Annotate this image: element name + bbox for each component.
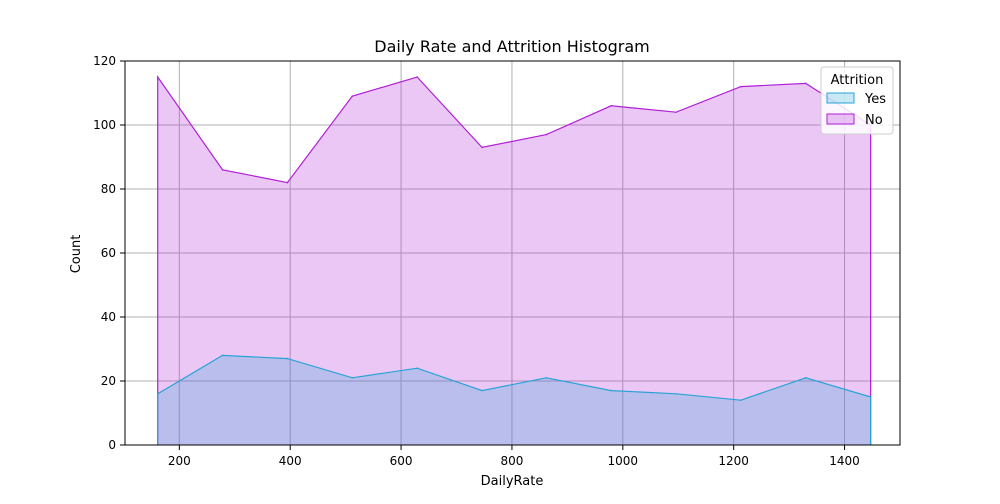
x-tick-label: 600 (390, 454, 413, 468)
legend-title: Attrition (831, 73, 884, 88)
legend-label-yes: Yes (864, 92, 886, 107)
data-point-no (286, 181, 289, 184)
y-tick-label: 60 (101, 246, 116, 260)
legend-swatch-no (826, 113, 855, 125)
data-point-yes (156, 393, 159, 395)
data-point-yes (610, 389, 612, 392)
legend-swatch-yes (826, 92, 855, 104)
data-point-yes (221, 354, 224, 357)
x-tick-label: 1200 (718, 454, 749, 468)
x-tick-label: 1400 (829, 454, 860, 468)
chart-title: Daily Rate and Attrition Histogram (374, 37, 650, 56)
data-point-no (804, 82, 807, 85)
legend: Attrition Yes No (820, 66, 894, 135)
data-point-no (740, 85, 742, 88)
x-axis-label: DailyRate (481, 474, 544, 489)
data-point-no (156, 76, 159, 78)
data-point-no (351, 95, 354, 97)
data-point-yes (286, 357, 289, 360)
data-point-yes (481, 389, 483, 392)
y-tick-label: 0 (108, 438, 116, 452)
data-point-no (545, 133, 548, 136)
y-tick-label: 20 (101, 374, 116, 388)
y-tick-label: 100 (93, 118, 116, 132)
x-tick-label: 200 (168, 454, 191, 468)
area-fill-yes (157, 355, 871, 445)
y-axis-label: Count (69, 235, 84, 274)
x-tick-label: 800 (500, 454, 523, 468)
data-point-yes (869, 396, 872, 398)
y-tick-label: 120 (93, 54, 116, 68)
data-point-yes (545, 377, 548, 379)
data-point-no (610, 105, 612, 107)
area-line-no (157, 75, 872, 445)
data-point-no (221, 169, 224, 171)
y-tick-label: 40 (101, 310, 116, 324)
area-line-yes (157, 354, 872, 445)
area-fill-no (157, 77, 871, 445)
data-point-yes (740, 399, 742, 402)
data-point-yes (351, 377, 354, 379)
data-point-yes (675, 393, 677, 395)
data-point-no (416, 76, 418, 78)
x-tick-label: 400 (279, 454, 302, 468)
legend-label-no: No (865, 113, 883, 128)
data-point-no (481, 146, 483, 149)
data-point-no (675, 111, 677, 113)
data-point-yes (804, 377, 807, 379)
data-point-yes (416, 367, 418, 370)
x-tick-label: 1000 (608, 454, 639, 468)
y-tick-label: 80 (101, 182, 116, 196)
